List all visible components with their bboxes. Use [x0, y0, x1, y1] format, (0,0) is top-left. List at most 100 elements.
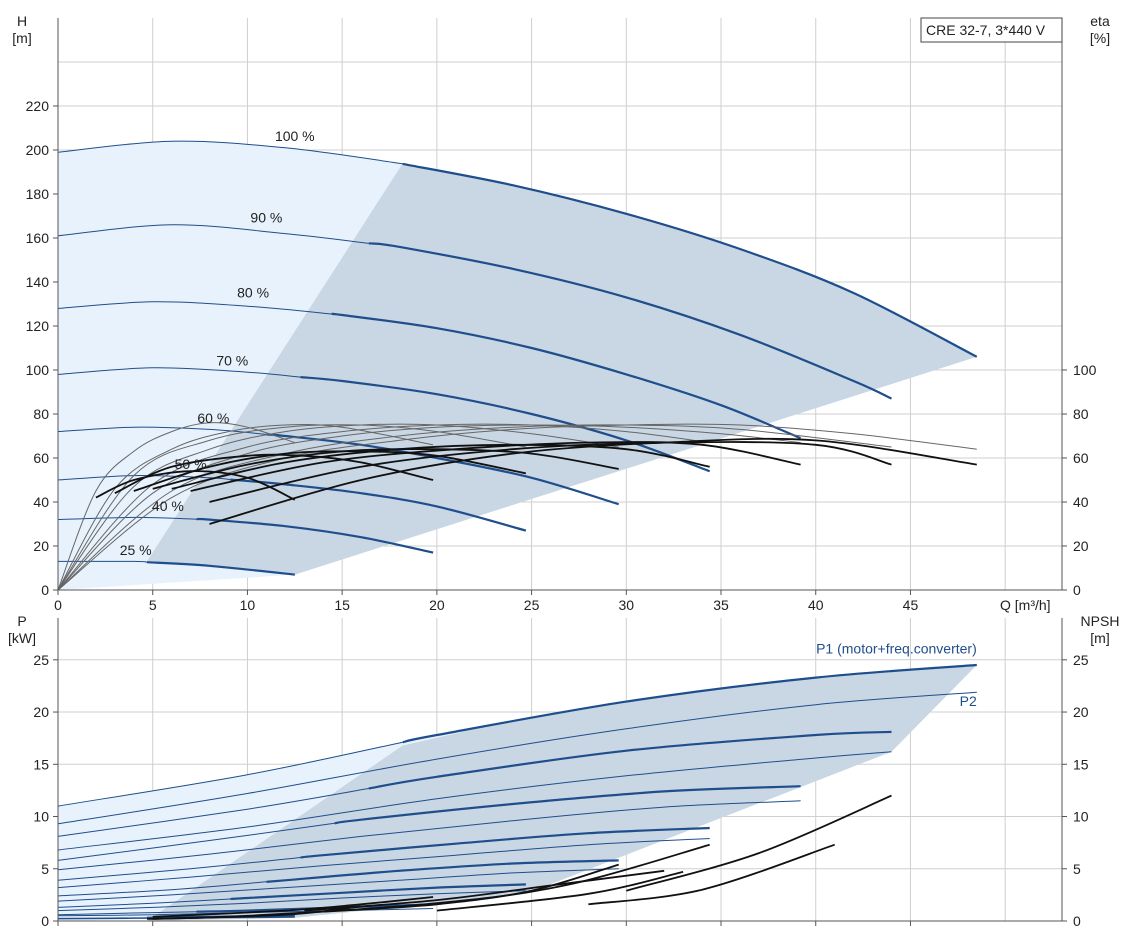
top-y-tick-label-left: 100: [26, 362, 50, 378]
bottom-y-tick-label-right: 5: [1073, 861, 1081, 877]
p2-curve: [57, 868, 619, 902]
top-operating-region: [147, 163, 977, 575]
npsh-curve: [436, 871, 684, 912]
top-x-tick-label: 20: [429, 597, 445, 613]
top-x-tick-label: 40: [808, 597, 824, 613]
head-curve-thin: [57, 516, 197, 521]
power-series-label: P2: [960, 693, 977, 709]
top-y-tick-label-left: 160: [26, 230, 50, 246]
bottom-y-tick-label-left: 25: [33, 652, 49, 668]
top-y-tick-label-left: 180: [26, 186, 50, 202]
p1-curve-thin: [57, 917, 148, 919]
bottom-y-tick-label-left: 5: [41, 861, 49, 877]
top-x-tick-label: 35: [713, 597, 729, 613]
p2-curve: [57, 751, 892, 851]
top-y-tick-label-right: 20: [1073, 538, 1089, 554]
top-x-tick-label: 25: [524, 597, 540, 613]
head-curve-bold: [368, 242, 892, 400]
speed-label: 50 %: [175, 456, 207, 472]
bottom-y-label-left-unit: [kW]: [8, 630, 36, 646]
top-x-tick-label: 5: [149, 597, 157, 613]
top-x-tick-label: 15: [334, 597, 350, 613]
p2-curve: [57, 691, 977, 825]
speed-label: 40 %: [152, 498, 184, 514]
bottom-y-label-left: P: [17, 613, 26, 629]
top-y-label-left: H: [17, 13, 27, 29]
head-curve-thin: [57, 426, 267, 435]
efficiency-curve-bold: [114, 453, 434, 495]
top-x-tick-label: 10: [240, 597, 256, 613]
top-y-label-right: eta: [1090, 13, 1110, 29]
bottom-y-tick-label-right: 15: [1073, 756, 1089, 772]
top-y-tick-label-right: 60: [1073, 450, 1089, 466]
p1-curve-thin: [57, 788, 369, 837]
top-x-tick-label: 0: [54, 597, 62, 613]
npsh-curve: [626, 794, 892, 892]
top-y-tick-label-right: 40: [1073, 494, 1089, 510]
power-series-label: P1 (motor+freq.converter): [816, 641, 977, 657]
top-y-tick-label-left: 120: [26, 318, 50, 334]
npsh-curve: [152, 905, 362, 920]
head-curve-bold: [196, 517, 434, 554]
head-curve-thin: [57, 301, 335, 315]
efficiency-curve-bold: [171, 443, 710, 490]
p1-curve-bold: [230, 883, 526, 901]
bottom-y-tick-label-right: 0: [1073, 913, 1081, 929]
head-curve-thin: [57, 367, 301, 378]
bottom-y-label-right-unit: [m]: [1090, 630, 1109, 646]
top-y-tick-label-left: 40: [33, 494, 49, 510]
efficiency-curve: [57, 422, 295, 591]
efficiency-curve: [57, 424, 892, 591]
efficiency-curve-bold: [152, 448, 619, 490]
npsh-curve: [588, 843, 835, 906]
top-y-tick-label-right: 80: [1073, 406, 1089, 422]
top-y-label-left-unit: [m]: [12, 30, 31, 46]
p1-curve-thin: [57, 911, 197, 916]
top-y-tick-label-left: 60: [33, 450, 49, 466]
bottom-y-tick-label-left: 0: [41, 913, 49, 929]
efficiency-curve: [57, 424, 526, 591]
top-y-tick-label-left: 20: [33, 538, 49, 554]
head-curve-bold: [402, 162, 978, 358]
bottom-y-tick-label-right: 10: [1073, 809, 1089, 825]
bottom-y-label-right: NPSH: [1081, 613, 1120, 629]
top-y-tick-label-right: 0: [1073, 582, 1081, 598]
p2-curve: [57, 800, 801, 871]
top-y-label-right-unit: [%]: [1090, 30, 1110, 46]
chart-title: CRE 32-7, 3*440 V: [926, 22, 1046, 38]
p1-curve-thin: [57, 822, 335, 861]
efficiency-curve-bold: [95, 470, 296, 501]
npsh-curve: [152, 896, 434, 918]
speed-label: 100 %: [275, 128, 315, 144]
x-axis-label: Q [m³/h]: [1000, 597, 1051, 613]
speed-label: 70 %: [216, 353, 248, 369]
p2-curve: [57, 890, 526, 912]
p2-curve: [57, 838, 710, 889]
p1-curve-thin: [57, 898, 231, 908]
npsh-curve: [323, 863, 619, 913]
bottom-y-tick-label-left: 10: [33, 809, 49, 825]
speed-label: 90 %: [250, 210, 282, 226]
p1-curve-thin: [57, 741, 403, 807]
p1-curve-bold: [300, 826, 710, 859]
top-y-tick-label-left: 200: [26, 142, 50, 158]
head-efficiency-plot: 100 % 90 % 80 % 70 % 60 % 50 % 40 % 25 % 0 20 40 60…: [12, 13, 1110, 613]
bottom-y-tick-label-right: 25: [1073, 652, 1089, 668]
efficiency-curve-bold: [133, 450, 527, 492]
head-curve-thin: [57, 224, 369, 244]
chart-title-box: CRE 32-7, 3*440 V: [920, 17, 1063, 43]
p1-curve-bold: [402, 663, 977, 744]
top-y-tick-label-right: 100: [1073, 362, 1097, 378]
bottom-operating-region: [147, 665, 977, 921]
top-y-tick-label-left: 140: [26, 274, 50, 290]
power-npsh-plot: P1 (motor+freq.converter) P2 0 5 10 15 20 25 0 5 1…: [8, 613, 1119, 929]
head-curve-bold: [331, 312, 802, 440]
head-curve-thin: [57, 475, 231, 481]
head-curve-bold: [146, 561, 295, 576]
speed-label: 80 %: [237, 284, 269, 300]
top-y-tick-label-left: 0: [41, 582, 49, 598]
p1-curve-bold: [266, 859, 619, 883]
bottom-y-tick-label-left: 20: [33, 704, 49, 720]
